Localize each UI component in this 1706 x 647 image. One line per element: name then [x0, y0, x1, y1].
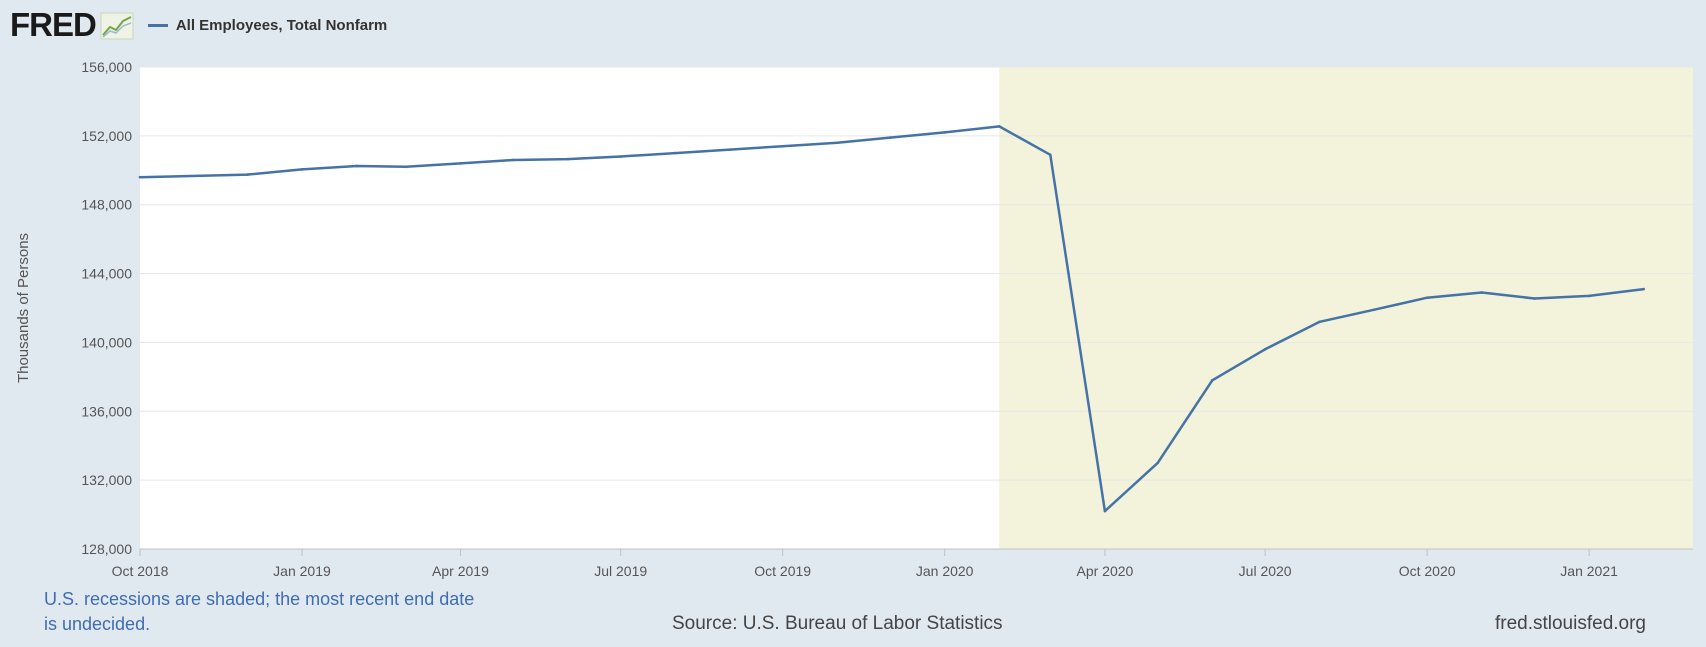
data-point: [1533, 297, 1536, 300]
data-point: [1642, 287, 1645, 291]
x-tick-label: Oct 2018: [112, 563, 169, 579]
data-point: [355, 164, 358, 168]
data-point: [1425, 296, 1429, 299]
x-tick-label: Oct 2019: [754, 563, 811, 579]
data-point: [1049, 153, 1052, 157]
data-point: [1211, 379, 1214, 382]
y-tick-label: 140,000: [81, 334, 132, 350]
source-credit: Source: U.S. Bureau of Labor Statistics: [672, 613, 1003, 634]
data-point: [888, 136, 892, 139]
site-link[interactable]: fred.stlouisfed.org: [1494, 613, 1646, 634]
x-tick-label: Jul 2020: [1239, 563, 1292, 579]
legend-swatch: [147, 23, 168, 27]
y-tick-label: 148,000: [81, 197, 132, 213]
y-tick-label: 144,000: [81, 266, 132, 282]
series-line-all-employees: [139, 125, 1644, 513]
data-point: [1156, 461, 1160, 465]
data-point: [943, 131, 946, 134]
x-tick-label: Jul 2019: [594, 563, 647, 579]
recession-note: U.S. recessions are shaded; the most rec…: [44, 589, 475, 634]
data-point: [835, 141, 839, 145]
data-point: [1318, 320, 1322, 324]
data-point: [246, 173, 249, 176]
data-point: [566, 157, 570, 161]
recession-band: [999, 67, 1693, 549]
x-tick-label: Oct 2020: [1399, 563, 1456, 579]
data-point: [619, 155, 622, 158]
data-point: [728, 148, 732, 151]
y-axis-label: Thousands of Persons: [15, 233, 32, 383]
y-tick-label: 136,000: [81, 403, 132, 419]
legend-label: All Employees, Total Nonfarm: [175, 16, 388, 34]
x-tick-label: Jan 2019: [273, 563, 331, 579]
data-point: [1263, 348, 1267, 351]
data-point: [673, 151, 677, 155]
y-tick-label: 128,000: [81, 541, 132, 557]
y-tick-label: 156,000: [81, 59, 132, 75]
data-point: [1373, 308, 1376, 312]
data-point: [511, 158, 515, 162]
chart-header: FRED All Employees, Total Nonfarm: [10, 8, 387, 42]
x-tick-label: Apr 2020: [1076, 563, 1133, 579]
x-tick-label: Jan 2021: [1560, 563, 1618, 579]
data-point: [1103, 509, 1107, 513]
y-tick-label: 152,000: [81, 128, 132, 144]
data-point: [300, 168, 304, 171]
chart-legend[interactable]: All Employees, Total Nonfarm: [147, 16, 388, 34]
x-tick-label: Jan 2020: [916, 563, 974, 579]
data-point: [138, 175, 142, 179]
y-tick-label: 132,000: [81, 472, 132, 488]
line-chart-icon: [100, 12, 134, 40]
data-point: [1587, 294, 1591, 298]
data-point: [1480, 291, 1484, 294]
data-point: [459, 162, 462, 165]
data-point: [781, 144, 784, 148]
fred-logo[interactable]: FRED: [10, 6, 97, 43]
x-tick-label: Apr 2019: [432, 563, 489, 579]
data-point: [997, 125, 1001, 128]
data-point: [404, 165, 408, 169]
